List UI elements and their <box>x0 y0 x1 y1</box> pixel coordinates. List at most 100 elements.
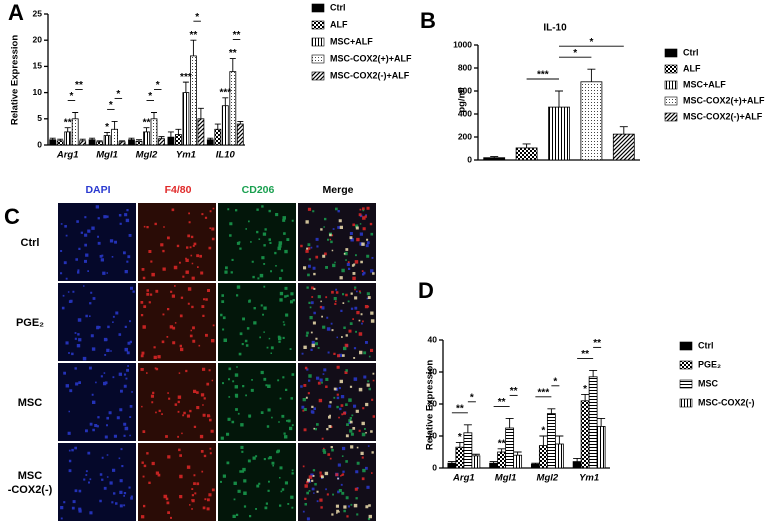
significance-label: *** <box>537 70 549 81</box>
bar <box>79 140 87 146</box>
bar <box>128 139 135 146</box>
error-bar <box>143 127 150 132</box>
bar <box>174 134 182 146</box>
error-bar <box>136 139 142 142</box>
significance-label: * <box>470 392 474 403</box>
panel-letter: C <box>4 204 20 229</box>
x-tick-label: Ym1 <box>579 473 599 484</box>
legend-swatch <box>311 3 325 13</box>
bar <box>580 400 590 469</box>
error-bar <box>197 107 204 119</box>
y-tick-label: 15 <box>33 61 43 71</box>
significance-label: * <box>553 376 557 387</box>
error-bar <box>49 137 56 140</box>
error-bar <box>128 137 135 140</box>
legend-swatch <box>664 112 678 122</box>
bar <box>588 376 598 469</box>
error-bar <box>175 128 182 135</box>
error-bar <box>490 156 499 158</box>
y-tick-label: 400 <box>458 108 472 118</box>
bar <box>538 445 548 469</box>
significance-label: ** <box>233 30 241 41</box>
error-bar <box>207 137 214 140</box>
legend-label: MSC+ALF <box>683 79 726 89</box>
error-bar <box>222 97 229 106</box>
cell-dots <box>302 447 373 518</box>
significance-label: ** <box>143 117 151 128</box>
bar <box>483 157 506 161</box>
error-bar <box>497 448 506 452</box>
significance-label: * <box>69 91 73 102</box>
y-tick-label: 600 <box>458 85 472 95</box>
bar <box>96 141 103 146</box>
micrograph <box>218 363 296 441</box>
x-tick-label: Mgl2 <box>136 150 158 161</box>
significance-label: * <box>105 122 109 133</box>
bar <box>455 446 465 469</box>
bar <box>56 140 64 146</box>
legend-swatch <box>679 360 693 370</box>
y-tick-label: 30 <box>428 366 438 376</box>
legend-label: MSC+ALF <box>330 36 373 46</box>
cell-dots <box>61 285 135 361</box>
legend-swatch <box>664 64 678 74</box>
column-label: DAPI <box>85 184 110 196</box>
bar <box>49 139 57 146</box>
significance-label: * <box>148 91 152 102</box>
legend-swatch <box>311 71 325 81</box>
micrograph <box>58 203 136 281</box>
legend-swatch <box>679 341 693 351</box>
error-bar <box>471 453 480 456</box>
bar <box>229 71 237 146</box>
y-tick-label: 20 <box>33 34 43 44</box>
legend-swatch <box>664 80 678 90</box>
significance-label: ** <box>498 438 506 449</box>
bar <box>572 461 582 469</box>
bar <box>150 118 158 146</box>
x-tick-label: IL10 <box>216 150 236 161</box>
legend-label: ALF <box>683 63 701 73</box>
significance-label: ** <box>75 80 83 91</box>
bar <box>158 138 165 146</box>
error-bar <box>573 457 582 462</box>
y-tick-label: 0 <box>37 139 42 149</box>
legend-label: Ctrl <box>330 2 346 12</box>
x-tick-label: Ym1 <box>176 150 196 161</box>
legend-label: PGE₂ <box>698 359 721 369</box>
significance-label: *** <box>538 387 550 398</box>
bar <box>471 455 481 469</box>
bar <box>135 140 143 146</box>
x-tick-label: Arg1 <box>452 473 475 484</box>
micrograph <box>58 363 136 441</box>
row-label: MSC <box>18 470 43 482</box>
micrograph <box>58 443 136 521</box>
error-bar <box>151 112 157 119</box>
bar <box>497 451 507 469</box>
error-bar <box>555 435 564 444</box>
error-bar <box>229 58 236 72</box>
error-bar <box>72 112 79 119</box>
cell-dots <box>63 365 133 439</box>
significance-label: ** <box>498 397 506 408</box>
legend-label: MSC-COX2(-) <box>698 397 755 407</box>
legend-label: Ctrl <box>683 47 699 57</box>
micrograph <box>218 203 296 281</box>
bar <box>596 425 606 469</box>
error-bar <box>505 417 514 428</box>
error-bar <box>167 131 174 138</box>
legend-swatch <box>679 398 693 408</box>
bar <box>236 123 244 146</box>
bar <box>118 141 126 146</box>
column-label: F4/80 <box>165 184 192 196</box>
bar <box>612 133 635 161</box>
error-bar <box>79 138 86 141</box>
bar <box>546 413 556 469</box>
significance-label: * <box>116 89 120 100</box>
significance-label: ** <box>229 48 237 59</box>
cell-dots <box>308 210 374 276</box>
y-axis-label: Relative Expression <box>425 360 436 450</box>
y-tick-label: 0 <box>432 462 437 472</box>
error-bar <box>463 424 472 433</box>
